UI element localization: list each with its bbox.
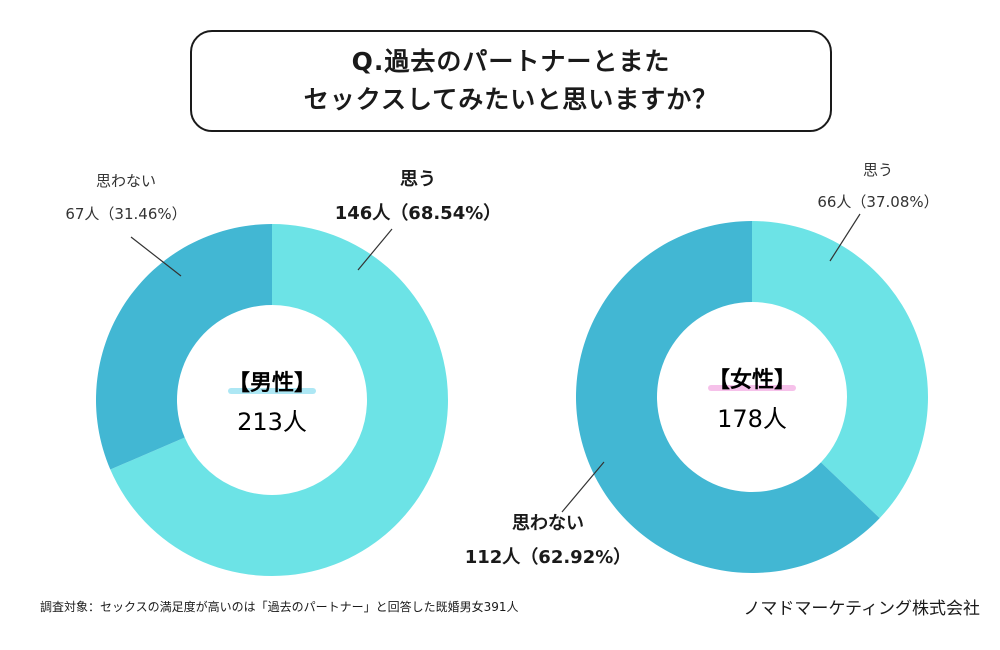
male-omowanai-count: 67人（31.46%） <box>65 205 186 223</box>
male-omou-count: 146人（68.54%） <box>335 203 502 224</box>
female-omowanai-count: 112人（62.92%） <box>465 547 632 568</box>
survey-footnote: 調査対象：セックスの満足度が高いのは「過去のパートナー」と回答した既婚男女391… <box>40 600 519 614</box>
female-omowanai-leader-line <box>561 461 605 513</box>
female-omou-count: 66人（37.08%） <box>817 193 938 211</box>
female-omowanai-label: 思わない <box>512 513 584 534</box>
question-title-line2: セックスしてみたいと思いますか？ <box>303 85 719 114</box>
male-center-total: 213人 <box>237 408 307 436</box>
female-omou-leader-line <box>829 213 861 262</box>
male-slice-omou <box>110 224 449 576</box>
male-omou-label: 思う <box>400 169 436 190</box>
female-slice-omowanai <box>576 221 880 573</box>
company-credit: ノマドマーケティング株式会社 <box>743 599 980 619</box>
female-omou-label: 思う <box>863 161 893 179</box>
male-omowanai-label: 思わない <box>96 172 156 190</box>
female-center-label: 【女性】 <box>708 367 796 393</box>
male-slice-omowanai <box>95 224 272 470</box>
male-omowanai-leader-line <box>130 236 182 277</box>
male-label-highlight <box>228 388 316 394</box>
question-title-box: Q.過去のパートナーとまた セックスしてみたいと思いますか？ <box>190 30 832 132</box>
female-label-highlight <box>708 385 796 391</box>
male-center-label: 【男性】 <box>228 371 316 396</box>
male-donut: 【男性】 213人 思う 146人（68.54%） 思わない 67人（31.46… <box>65 169 501 576</box>
male-omou-leader-line <box>357 228 393 271</box>
female-center-total: 178人 <box>717 405 787 433</box>
female-donut: 【女性】 178人 思う 66人（37.08%） 思わない 112人（62.92… <box>465 161 939 573</box>
question-title-line1: Q.過去のパートナーとまた <box>351 47 671 76</box>
female-slice-omou <box>752 221 929 519</box>
